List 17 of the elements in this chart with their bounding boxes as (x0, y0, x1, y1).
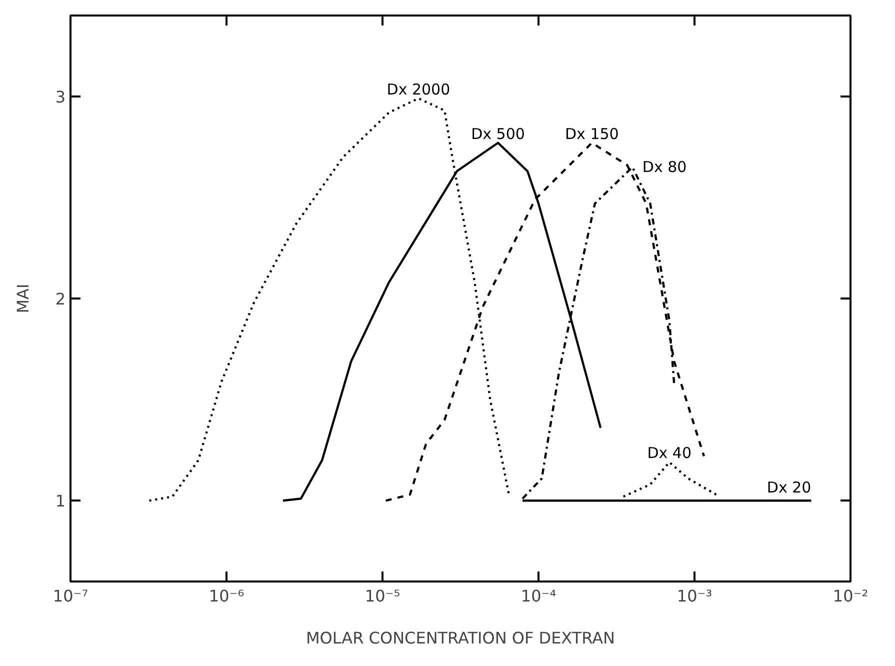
x-tick-label: 10⁻⁷ (52, 586, 88, 606)
x-tick-label: 10⁻² (832, 586, 868, 606)
series-label: Dx 150 (565, 124, 619, 143)
y-tick-label: 1 (55, 492, 66, 511)
series-label: Dx 2000 (386, 80, 450, 98)
series-label: Dx 20 (766, 478, 812, 497)
y-axis-title: MAI (13, 284, 32, 314)
x-tick-label: 10⁻⁶ (208, 586, 244, 606)
x-tick-label: 10⁻⁵ (364, 586, 400, 606)
y-tick-label: 2 (55, 290, 66, 308)
x-tick-label: 10⁻³ (676, 586, 712, 606)
x-tick-label: 10⁻⁴ (520, 586, 556, 606)
series-label: Dx 500 (471, 124, 525, 143)
y-tick-label: 3 (55, 87, 66, 106)
x-axis-title: MOLAR CONCENTRATION OF DEXTRAN (306, 628, 616, 648)
series-label: Dx 80 (642, 158, 687, 176)
series-label: Dx 40 (647, 444, 692, 462)
